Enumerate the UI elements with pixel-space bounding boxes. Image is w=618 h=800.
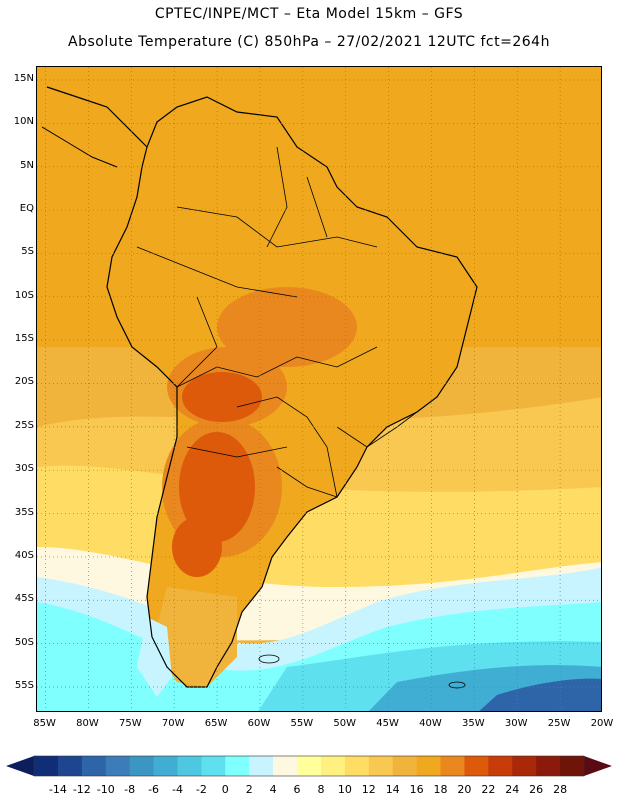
central-america-coast — [46, 86, 148, 148]
legend-swatch — [81, 756, 107, 776]
lat-tick-label: EQ — [19, 203, 34, 215]
hot-core-3 — [172, 517, 222, 577]
legend-swatch — [34, 756, 59, 776]
legend-tick-label: 8 — [317, 783, 325, 796]
legend-swatch — [368, 756, 394, 776]
legend-outline — [33, 755, 585, 777]
lon-tick-label: 25W — [547, 718, 571, 729]
lon-tick-label: 60W — [247, 718, 271, 729]
lon-tick-label: 50W — [333, 718, 357, 729]
legend-swatch — [416, 756, 442, 776]
legend-swatch — [344, 756, 370, 776]
chart-subtitle: Absolute Temperature (C) 850hPa – 27/02/… — [68, 34, 550, 50]
lon-tick-label: 80W — [76, 718, 99, 729]
coastline — [106, 96, 478, 688]
legend-swatch — [392, 756, 418, 776]
coastal-feature — [258, 654, 280, 664]
legend-swatch — [440, 756, 465, 776]
lat-tick-label: 5N — [20, 159, 34, 171]
lat-tick-label: 50S — [14, 636, 34, 648]
legend-low-arrow — [6, 756, 34, 776]
patagonia-cooler — [152, 587, 237, 687]
interior-warm-2 — [217, 287, 357, 367]
lon-tick-label: 70W — [161, 718, 185, 729]
lat-tick-label: 15S — [14, 333, 34, 345]
falkland-islands — [448, 681, 466, 689]
legend-tick-label: 6 — [293, 783, 301, 796]
legend-tick-label: -12 — [72, 783, 91, 796]
legend-swatch — [320, 756, 346, 776]
legend-swatch — [57, 756, 83, 776]
legend-swatch — [153, 756, 178, 776]
legend-tick-label: 28 — [553, 783, 568, 796]
lat-tick-label: 20S — [14, 376, 34, 388]
legend-swatch — [297, 756, 322, 776]
legend-tick-label: -8 — [124, 783, 136, 796]
legend-high-arrow — [584, 756, 612, 776]
hot-core-1 — [182, 372, 262, 422]
lon-tick-label: 55W — [290, 718, 314, 729]
lat-tick-label: 55S — [14, 679, 34, 691]
lat-tick-label: 15N — [13, 73, 34, 84]
legend-tick-label: -6 — [148, 783, 160, 796]
legend-swatch — [129, 756, 155, 776]
legend-swatch — [464, 756, 489, 776]
legend-tick-label: 26 — [529, 783, 544, 796]
central-america-coast-2 — [41, 126, 118, 168]
legend-swatch — [512, 756, 537, 776]
legend-tick-label: 16 — [409, 783, 424, 796]
legend-swatch — [488, 756, 513, 776]
lat-tick-label: 45S — [14, 593, 34, 605]
lon-tick-label: 65W — [204, 718, 228, 729]
legend-tick-label: 20 — [457, 783, 472, 796]
lon-tick-label: 30W — [504, 718, 528, 729]
lat-tick-label: 10S — [14, 289, 34, 301]
legend-swatch — [105, 756, 131, 776]
country-borders — [136, 146, 418, 498]
andes-cold — [137, 617, 172, 697]
lat-tick-label: 35S — [14, 506, 34, 518]
legend-swatch — [560, 756, 585, 776]
lon-tick-label: 40W — [419, 718, 442, 729]
legend-tick-label: 2 — [245, 783, 253, 796]
legend-tick-label: -2 — [195, 783, 207, 796]
lat-tick-label: 10N — [13, 116, 34, 128]
legend-tick-label: 18 — [433, 783, 448, 796]
legend-swatch — [273, 756, 298, 776]
lat-tick-label: 30S — [14, 463, 34, 475]
color-legend — [6, 755, 612, 777]
legend-tick-label: 22 — [481, 783, 496, 796]
legend-tick-label: 10 — [337, 783, 352, 796]
temperature-map — [36, 66, 602, 712]
legend-tick-label: -4 — [171, 783, 183, 796]
legend-swatch — [177, 756, 202, 776]
legend-tick-label: 4 — [269, 783, 277, 796]
legend-tick-label: 14 — [385, 783, 400, 796]
lat-tick-label: 25S — [14, 419, 34, 431]
cold-ocean-5 — [479, 678, 601, 711]
legend-swatch — [249, 756, 274, 776]
legend-tick-label: -10 — [96, 783, 115, 796]
legend-swatch — [536, 756, 561, 776]
lat-tick-label: 5S — [21, 246, 34, 258]
legend-swatch — [201, 756, 226, 776]
map-canvas — [37, 67, 601, 711]
legend-tick-label: 12 — [361, 783, 376, 796]
lon-tick-label: 85W — [33, 718, 56, 729]
legend-tick-label: -14 — [48, 783, 67, 796]
lon-tick-label: 45W — [376, 718, 399, 729]
lon-tick-label: 20W — [590, 718, 614, 729]
lat-tick-label: 40S — [14, 549, 34, 561]
legend-tick-label: 0 — [221, 783, 229, 796]
lon-tick-label: 35W — [462, 718, 485, 729]
chart-title: CPTEC/INPE/MCT – Eta Model 15km – GFS — [154, 6, 464, 22]
lon-tick-label: 75W — [119, 718, 142, 729]
legend-swatch — [225, 756, 250, 776]
legend-tick-label: 24 — [505, 783, 520, 796]
